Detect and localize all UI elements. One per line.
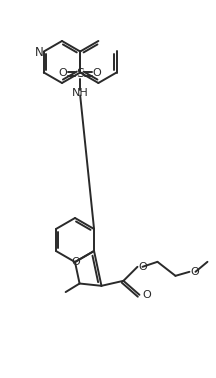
Text: N: N (34, 46, 43, 59)
Text: O: O (138, 262, 147, 272)
Text: NH: NH (72, 87, 89, 98)
Text: O: O (72, 257, 80, 267)
Text: O: O (59, 68, 68, 79)
Text: S: S (76, 67, 84, 80)
Text: O: O (190, 267, 199, 277)
Text: O: O (142, 290, 151, 300)
Text: O: O (93, 68, 102, 79)
